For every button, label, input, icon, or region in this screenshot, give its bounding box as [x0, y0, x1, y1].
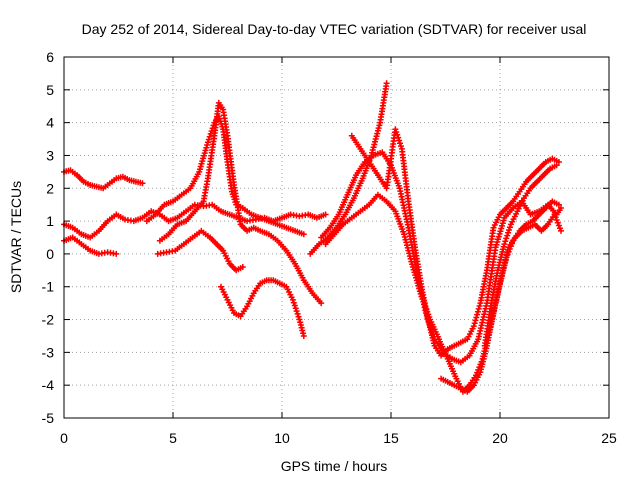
- x-tick-label: 20: [492, 430, 508, 446]
- series-layer: [61, 80, 564, 395]
- data-point: [206, 133, 213, 140]
- data-point: [300, 333, 307, 339]
- data-point: [558, 205, 564, 211]
- data-point: [290, 299, 297, 306]
- data-point: [383, 80, 390, 87]
- data-point: [296, 316, 303, 323]
- x-tick-label: 5: [169, 430, 177, 446]
- data-point: [289, 296, 296, 303]
- data-point: [558, 227, 564, 234]
- data-point: [394, 131, 401, 138]
- data-point: [300, 231, 307, 238]
- series-arc-h: [307, 80, 390, 257]
- y-axis-label: SDTVAR / TECUs: [8, 181, 24, 293]
- data-point: [470, 323, 477, 330]
- data-point: [554, 219, 561, 226]
- data-point: [397, 140, 403, 147]
- tick-layer: 0 5 10 15 20 25 -5 -4 -3 -2 -1 0 1 2 3 4 5 6: [42, 49, 617, 446]
- data-point: [396, 137, 403, 144]
- x-tick-label: 25: [601, 430, 617, 446]
- data-point: [475, 305, 482, 312]
- data-point: [506, 227, 512, 233]
- data-point: [318, 300, 325, 307]
- data-point: [505, 229, 512, 236]
- data-point: [393, 129, 400, 135]
- series-arc-a: [61, 167, 146, 192]
- data-point: [503, 235, 510, 242]
- data-point: [207, 130, 214, 137]
- data-point: [292, 305, 299, 312]
- data-point: [501, 241, 508, 248]
- data-point: [294, 310, 301, 317]
- chart-title: Day 252 of 2014, Sidereal Day-to-day VTE…: [82, 21, 587, 37]
- y-tick-label: -3: [42, 344, 55, 360]
- data-point: [295, 313, 302, 320]
- data-point: [395, 134, 402, 141]
- y-tick-label: 4: [46, 115, 54, 131]
- y-tick-label: -4: [42, 377, 55, 393]
- data-point: [392, 126, 399, 133]
- y-tick-label: -1: [42, 279, 55, 295]
- plot-frame: [63, 56, 610, 419]
- series-arc-f: [154, 227, 246, 274]
- data-point: [473, 314, 480, 321]
- data-point: [504, 232, 511, 239]
- x-tick-label: 0: [60, 430, 68, 446]
- data-point: [555, 159, 562, 165]
- data-point: [476, 303, 483, 309]
- y-tick-label: 2: [46, 180, 54, 196]
- data-point: [507, 243, 514, 250]
- data-point: [474, 311, 481, 318]
- data-point: [205, 136, 212, 143]
- data-point: [502, 238, 509, 245]
- data-point: [504, 251, 511, 258]
- y-tick-label: 6: [46, 49, 54, 65]
- series-arc-g: [218, 277, 307, 339]
- data-point: [507, 224, 513, 231]
- data-point: [474, 308, 481, 315]
- data-point: [555, 201, 562, 208]
- series-arc-e: [156, 99, 325, 307]
- data-point: [551, 211, 558, 218]
- y-tick-label: 3: [46, 147, 54, 163]
- x-tick-label: 15: [383, 430, 399, 446]
- data-point: [405, 247, 412, 254]
- x-axis-label: GPS time / hours: [281, 458, 388, 474]
- data-point: [139, 180, 146, 187]
- data-point: [113, 250, 120, 257]
- y-tick-label: -2: [42, 312, 55, 328]
- y-tick-label: -5: [42, 410, 55, 426]
- data-point: [293, 308, 300, 315]
- data-point: [239, 264, 246, 270]
- data-point: [471, 320, 478, 327]
- data-point: [322, 211, 329, 218]
- data-point: [204, 139, 211, 146]
- data-point: [398, 143, 404, 150]
- series-arc-j: [348, 126, 562, 359]
- data-point: [208, 128, 215, 135]
- y-tick-label: 1: [46, 213, 54, 229]
- grid-layer: [64, 57, 609, 418]
- data-point: [472, 317, 479, 324]
- y-tick-label: 5: [46, 82, 54, 98]
- data-point: [291, 302, 298, 309]
- x-tick-label: 10: [274, 430, 290, 446]
- series-line: [350, 128, 560, 357]
- data-point: [553, 162, 560, 169]
- series-arc-b: [61, 201, 329, 241]
- y-tick-label: 0: [46, 246, 54, 262]
- series-line: [158, 101, 323, 305]
- series-arc-m: [481, 162, 560, 349]
